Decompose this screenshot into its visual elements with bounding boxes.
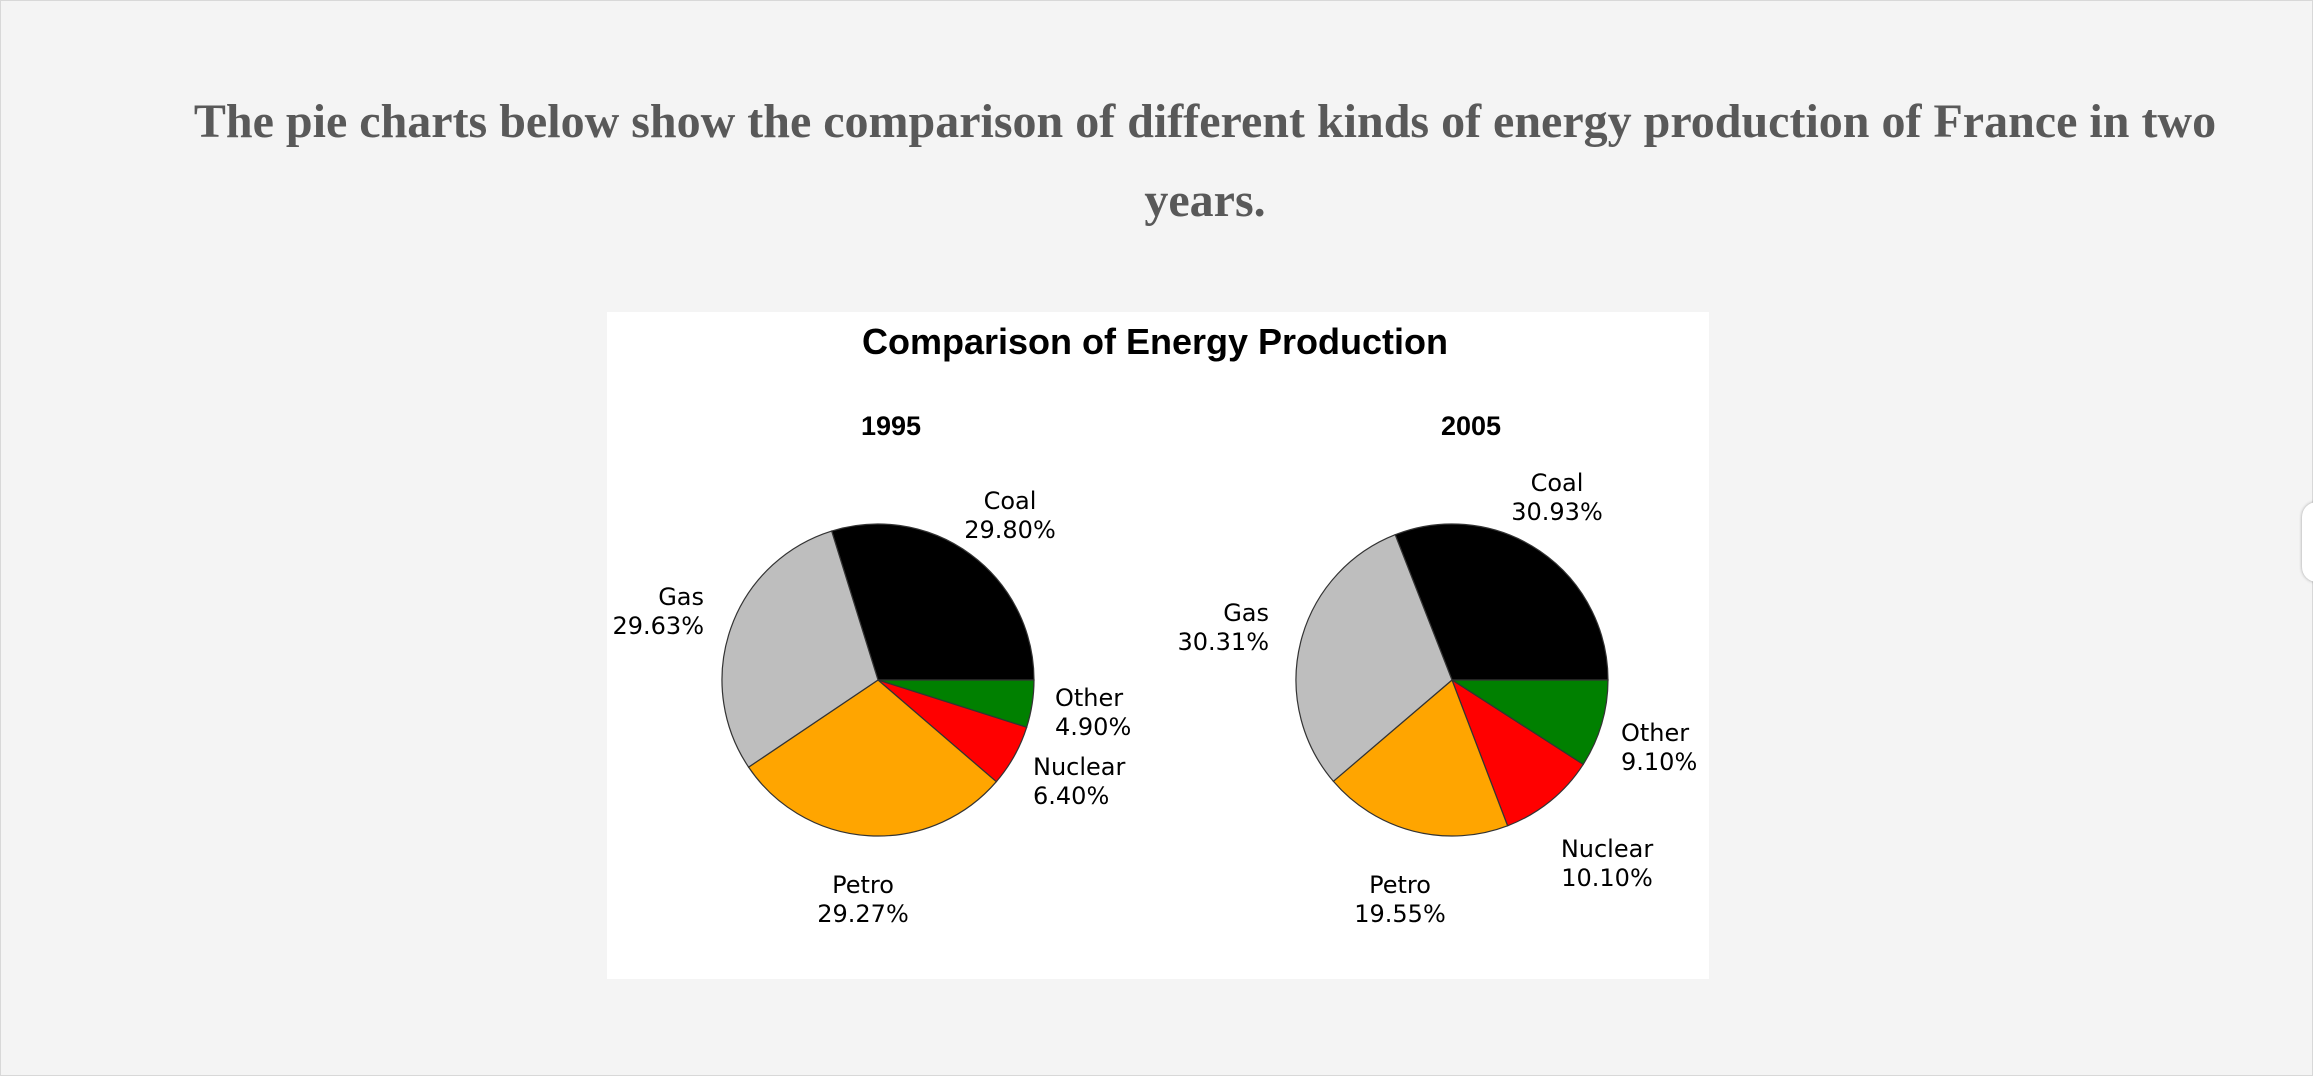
chart-title: Comparison of Energy Production xyxy=(862,321,1448,362)
pie-2005-label-nuclear: Nuclear 10.10% xyxy=(1561,835,1654,892)
pie-2005: Coal 30.93% Other 9.10% Nuclear 10.10% Petro 19… xyxy=(1177,469,1697,928)
pie-2005-label-coal: Coal 30.93% xyxy=(1511,469,1603,526)
pie-2005-slice-gas xyxy=(1295,533,1453,783)
pie-1995-slice-coal xyxy=(830,523,1035,681)
pie-2005-year-label: 2005 xyxy=(1441,411,1501,441)
pie-2005-label-petro: Petro 19.55% xyxy=(1354,871,1446,928)
pie-1995-label-nuclear: Nuclear 6.40% xyxy=(1033,753,1126,810)
pie-2005-slice-other xyxy=(1449,679,1609,766)
energy-pie-charts: Comparison of Energy Production 1995 200… xyxy=(612,321,1697,928)
pie-1995-year-label: 1995 xyxy=(861,411,921,441)
pie-2005-slice-petro xyxy=(1332,678,1509,837)
side-scroll-handle[interactable] xyxy=(2302,502,2313,582)
pie-1995: Coal 29.80% Other 4.90% Nuclear 6.40% Petro 29.… xyxy=(612,487,1131,928)
pie-2005-slice-nuclear xyxy=(1450,678,1585,827)
pie-1995-label-coal: Coal 29.80% xyxy=(964,487,1056,544)
pie-1995-slice-petro xyxy=(747,679,998,837)
pie-2005-label-other: Other 9.10% xyxy=(1621,719,1697,776)
pie-2005-slice-coal xyxy=(1394,523,1609,681)
pie-1995-label-petro: Petro 29.27% xyxy=(817,871,909,928)
chart-panel: Comparison of Energy Production 1995 200… xyxy=(607,312,1709,979)
pie-1995-slice-gas xyxy=(721,530,879,768)
pie-1995-label-other: Other 4.90% xyxy=(1055,684,1131,741)
pie-1995-label-gas: Gas 29.63% xyxy=(612,583,704,640)
page-heading: The pie charts below show the comparison… xyxy=(193,95,2217,227)
pie-2005-label-gas: Gas 30.31% xyxy=(1177,599,1269,656)
